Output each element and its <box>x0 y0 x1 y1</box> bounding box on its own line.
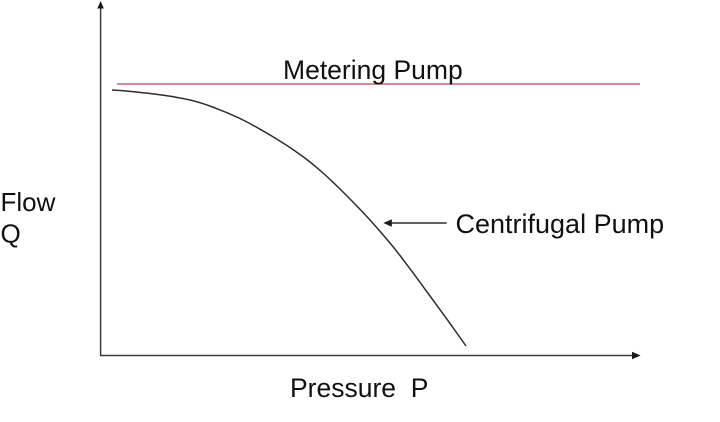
svg-text:Centrifugal Pump: Centrifugal Pump <box>456 209 665 239</box>
svg-text:Metering Pump: Metering Pump <box>283 55 463 85</box>
svg-text:Pressure P: Pressure P <box>290 373 428 403</box>
svg-text:Q: Q <box>1 219 21 249</box>
svg-text:Flow: Flow <box>1 187 56 217</box>
